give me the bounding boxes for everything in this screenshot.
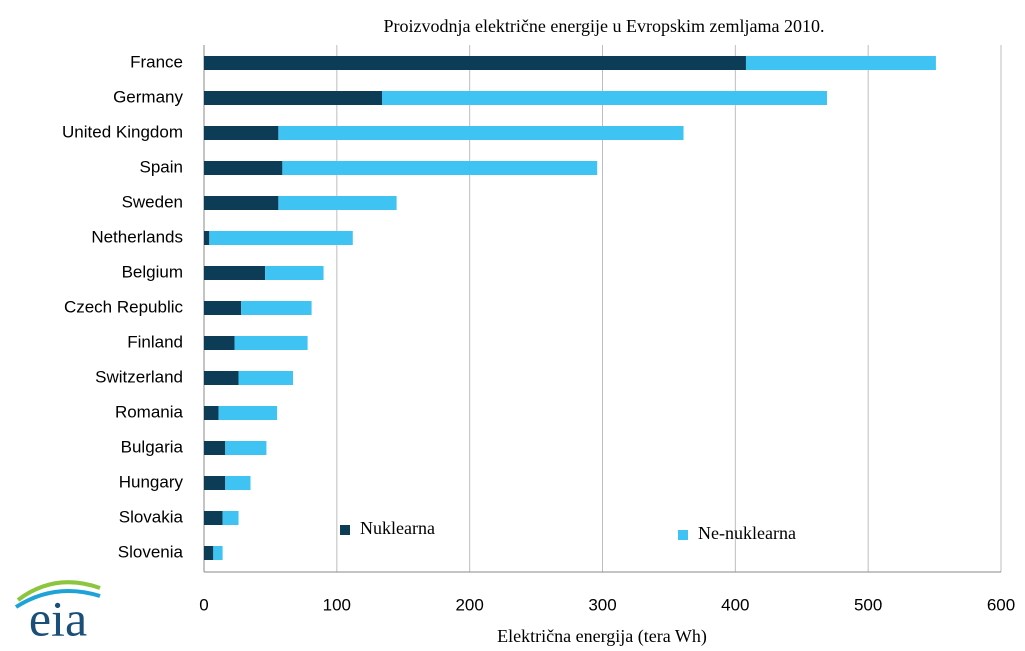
bar-segment: [204, 511, 223, 525]
y-tick-label: Bulgaria: [121, 437, 184, 456]
bar-segment: [204, 161, 283, 175]
bar-segment: [381, 91, 827, 105]
x-axis-label: Električna energija (tera Wh): [497, 626, 707, 647]
y-tick-label: Hungary: [119, 472, 184, 491]
y-tick-label: Belgium: [122, 262, 183, 281]
y-tick-label: Slovenia: [118, 542, 184, 561]
y-tick-label: Netherlands: [91, 227, 183, 246]
bar-segment: [278, 196, 397, 210]
bar-segment: [204, 231, 210, 245]
bar-segment: [204, 476, 226, 490]
x-tick-label: 400: [721, 595, 749, 614]
bar-segment: [204, 336, 235, 350]
x-tick-label: 100: [323, 595, 351, 614]
y-tick-label: United Kingdom: [62, 122, 183, 141]
bar-segment: [213, 546, 223, 560]
legend-label: Ne-nuklearna: [698, 523, 796, 543]
bar-segment: [204, 546, 214, 560]
y-tick-label: Romania: [115, 402, 184, 421]
bar-segment: [204, 441, 226, 455]
legend-label: Nuklearna: [360, 518, 435, 538]
y-tick-label: Switzerland: [95, 367, 183, 386]
bar-segment: [238, 371, 293, 385]
bar-segment: [282, 161, 598, 175]
bar-segment: [218, 406, 278, 420]
logo-swoosh: [16, 580, 101, 602]
logo-swoosh: [14, 589, 101, 609]
bar-segment: [204, 301, 242, 315]
bar-segment: [278, 126, 684, 140]
x-tick-label: 0: [199, 595, 208, 614]
legend-swatch: [678, 530, 688, 540]
chart-title: Proizvodnja električne energije u Evrops…: [383, 16, 824, 36]
y-tick-label: Spain: [140, 157, 183, 176]
logo: eia: [14, 580, 101, 646]
bar-segment: [225, 476, 251, 490]
x-tick-label: 300: [588, 595, 616, 614]
bar-segment: [204, 371, 239, 385]
y-tick-label: Slovakia: [119, 507, 184, 526]
x-tick-label: 600: [987, 595, 1015, 614]
y-tick-label: France: [130, 52, 183, 71]
logo-text: eia: [29, 590, 87, 646]
bar-segment: [265, 266, 324, 280]
bar-segment: [745, 56, 936, 70]
bar-segment: [225, 441, 267, 455]
bar-segment: [204, 56, 746, 70]
y-tick-label: Sweden: [122, 192, 183, 211]
bar-segment: [204, 91, 382, 105]
y-tick-label: Finland: [127, 332, 183, 351]
bar-segment: [209, 231, 353, 245]
bar-segment: [204, 266, 266, 280]
y-tick-label: Germany: [113, 87, 183, 106]
bar-segment: [222, 511, 239, 525]
bar-segment: [234, 336, 308, 350]
legend-swatch: [340, 525, 350, 535]
bar-segment: [241, 301, 312, 315]
bar-segment: [204, 406, 219, 420]
bar-segment: [204, 196, 279, 210]
x-tick-label: 200: [455, 595, 483, 614]
bar-segment: [204, 126, 279, 140]
y-tick-label: Czech Republic: [64, 297, 184, 316]
x-tick-label: 500: [854, 595, 882, 614]
